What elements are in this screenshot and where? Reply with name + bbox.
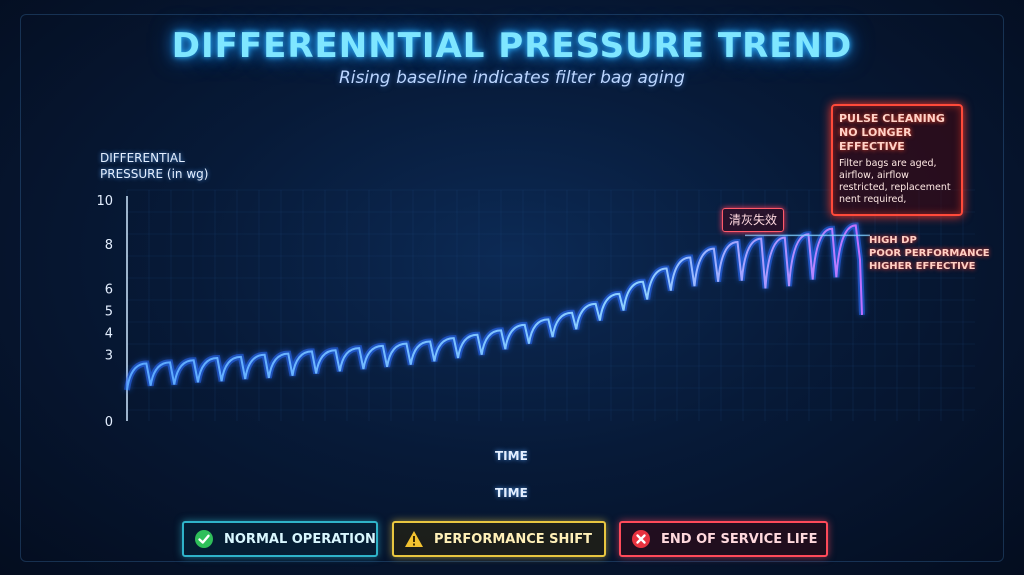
chart-grid [126,189,975,421]
y-axis-label: DIFFERENTIAL PRESSURE (in wg) [100,151,209,181]
callout-title: PULSE CLEANING NO LONGER EFFECTIVE [839,112,945,153]
callout-body: Filter bags are aged, airflow, airflow r… [839,158,951,205]
x-axis-label-secondary: TIME [495,486,528,500]
legend-normal-label: NORMAL OPERATION [224,531,376,547]
pulse-cleaning-callout: PULSE CLEANING NO LONGER EFFECTIVE Filte… [831,104,963,216]
y-tick-label: 10 [96,194,113,209]
trend-line [126,224,863,391]
chart-title: DIFFERENNTIAL PRESSURE TREND [171,26,853,66]
legend-performance-shift: PERFORMANCE SHIFT [392,521,606,557]
y-tick-label: 5 [105,305,113,320]
y-tick-label: 6 [105,282,113,297]
y-tick-labels: 0 3 4 5 6 8 10 [96,194,113,430]
high-dp-note: HIGH DP POOR PERFORMANCE HIGHER EFFECTIV… [869,235,990,272]
close-icon [632,530,650,548]
cleaning-failure-tag: 清灰失效 [722,208,784,232]
check-icon [195,530,213,548]
y-tick-label: 3 [105,349,113,364]
legend-end-label: END OF SERVICE LIFE [661,531,818,547]
legend-shift-label: PERFORMANCE SHIFT [434,531,593,547]
legend-end-of-service-life: END OF SERVICE LIFE [619,521,828,557]
hud-frame [20,14,1004,562]
legend-normal-operation: NORMAL OPERATION [182,521,378,557]
x-axis-label: TIME [495,449,528,463]
warning-icon [405,531,423,547]
y-tick-label: 8 [105,238,113,253]
chart-subtitle: Rising baseline indicates filter bag agi… [339,68,685,88]
y-tick-label: 4 [105,327,113,342]
y-tick-label: 0 [105,415,113,430]
